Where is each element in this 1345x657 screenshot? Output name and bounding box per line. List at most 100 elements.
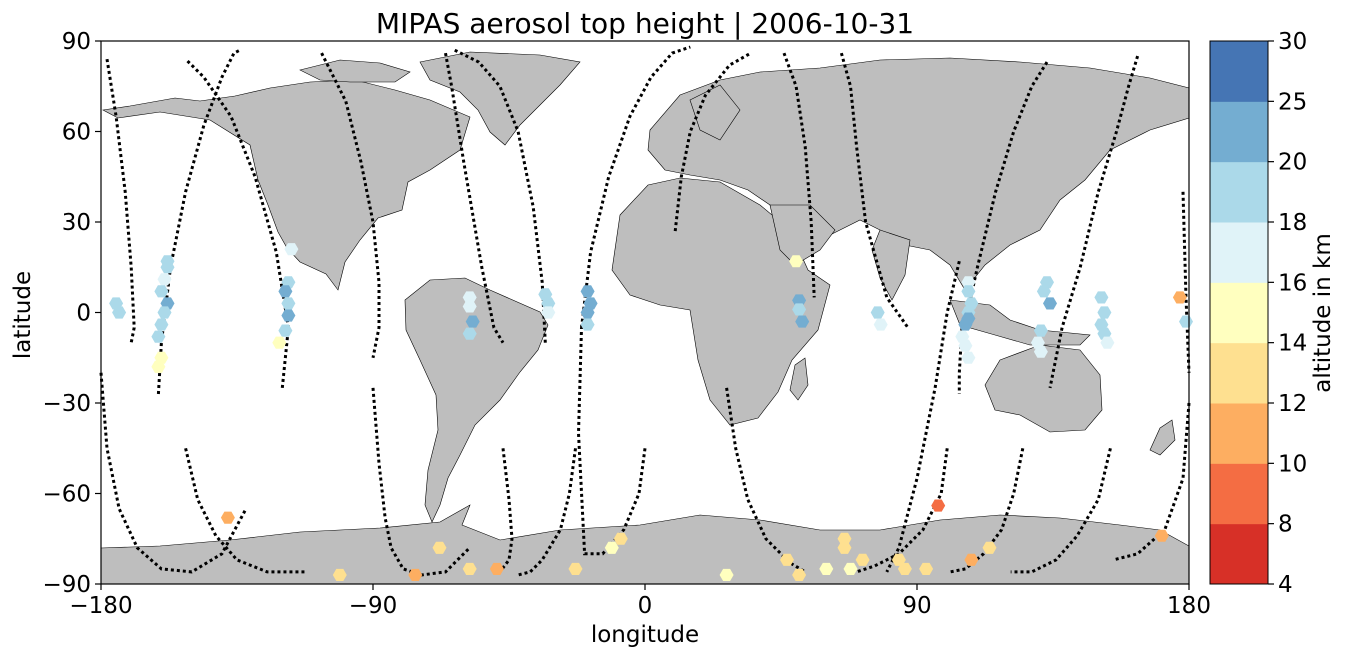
aerosol-point	[541, 306, 556, 319]
colorbar-bin	[1210, 463, 1268, 525]
aerosol-point	[432, 541, 447, 554]
aerosol-point	[780, 553, 794, 566]
colorbar-tick-label: 25	[1278, 89, 1307, 115]
x-axis-label: longitude	[591, 622, 699, 648]
aerosol-point	[154, 318, 169, 331]
y-tick-label: 90	[62, 29, 91, 55]
y-tick-label: 60	[62, 120, 91, 146]
track-21	[949, 448, 1025, 574]
y-tick-label: −60	[42, 482, 91, 508]
track-0	[105, 58, 136, 343]
aerosol-point	[272, 336, 287, 349]
aerosol-point	[580, 285, 595, 298]
aerosol-point	[789, 255, 804, 268]
landmass-south-america	[404, 277, 549, 523]
aerosol-point	[964, 553, 979, 566]
aerosol-point	[982, 541, 997, 554]
colorbar-bin	[1210, 101, 1268, 163]
aerosol-point	[154, 285, 169, 298]
x-tick-label: −90	[349, 593, 398, 619]
aerosol-point	[284, 243, 299, 256]
aerosol-point	[958, 318, 973, 331]
colorbar-bin	[1210, 523, 1268, 585]
track-23	[1010, 447, 1112, 574]
aerosol-point	[1094, 318, 1109, 331]
aerosol-point	[281, 309, 296, 322]
aerosol-point	[408, 568, 423, 581]
y-tick-label: 0	[76, 301, 91, 327]
aerosol-point	[837, 541, 852, 554]
aerosol-point	[1097, 306, 1112, 319]
track-18	[885, 260, 961, 573]
track-25	[1113, 402, 1191, 562]
colorbar-bin	[1210, 403, 1268, 464]
y-tick-label: −90	[42, 572, 91, 598]
track-1	[99, 372, 248, 574]
aerosol-point	[1154, 529, 1169, 542]
aerosol-point	[958, 339, 973, 352]
colorbar-bin	[1210, 282, 1268, 344]
aerosol-point	[795, 315, 810, 328]
aerosol-point	[157, 306, 172, 319]
map-plot-area	[99, 40, 1193, 585]
aerosol-point	[1100, 336, 1115, 349]
colorbar-tick-label: 4	[1278, 572, 1293, 598]
landmass-arabia	[769, 204, 836, 266]
aerosol-point	[819, 562, 834, 575]
track-11	[576, 327, 647, 556]
aerosol-point	[112, 306, 127, 319]
aerosol-point	[278, 324, 293, 337]
track-15	[782, 52, 816, 298]
track-22	[1048, 55, 1140, 389]
aerosol-point	[891, 553, 906, 566]
landmass-layer	[100, 51, 1190, 585]
x-tick-label: 0	[638, 593, 653, 619]
colorbar-bin	[1210, 161, 1268, 223]
aerosol-point	[1033, 345, 1048, 358]
colorbar-tick-label: 18	[1278, 210, 1307, 236]
aerosol-point	[1036, 285, 1051, 298]
track-10	[517, 448, 577, 577]
aerosol-point	[604, 541, 619, 554]
aerosol-point	[843, 562, 858, 575]
aerosol-point	[792, 568, 807, 581]
track-13	[673, 51, 752, 232]
aerosol-point	[489, 562, 504, 575]
track-16	[839, 52, 910, 329]
aerosol-point	[580, 318, 595, 331]
aerosol-point	[462, 562, 477, 575]
colorbar-frame	[1209, 40, 1269, 585]
colorbar-bin	[1210, 342, 1268, 404]
track-19	[963, 61, 1049, 322]
aerosol-point	[855, 553, 870, 566]
track-6	[371, 387, 471, 577]
y-axis-label: latitude	[10, 271, 36, 359]
colorbar-bin	[1210, 222, 1268, 283]
aerosol-point	[157, 273, 172, 286]
landmass-north-america	[102, 79, 471, 291]
aerosol-point	[151, 360, 166, 373]
colorbar-label: altitude in km	[1310, 233, 1336, 393]
aerosol-point	[873, 318, 888, 331]
landmass-scandinavia	[689, 84, 741, 141]
aerosol-points	[109, 243, 1193, 581]
track-4	[184, 447, 307, 574]
aerosol-point	[465, 315, 480, 328]
colorbar-tick-label: 8	[1278, 512, 1293, 538]
colorbar-bin	[1210, 41, 1268, 102]
aerosol-point	[719, 568, 734, 581]
track-12	[580, 45, 691, 328]
x-tick-label: −180	[69, 593, 132, 619]
aerosol-point	[332, 568, 347, 581]
aerosol-point	[613, 532, 628, 545]
aerosol-point	[220, 511, 235, 524]
colorbar-tick-label: 10	[1278, 451, 1307, 477]
colorbar-tick-label: 16	[1278, 270, 1307, 296]
aerosol-point	[1094, 291, 1109, 304]
aerosol-point	[462, 327, 477, 340]
colorbar-tick-label: 20	[1278, 150, 1307, 176]
aerosol-point	[919, 562, 934, 575]
landmass-greenland	[419, 51, 581, 146]
landmass-australia	[984, 344, 1103, 433]
aerosol-point	[961, 285, 976, 298]
